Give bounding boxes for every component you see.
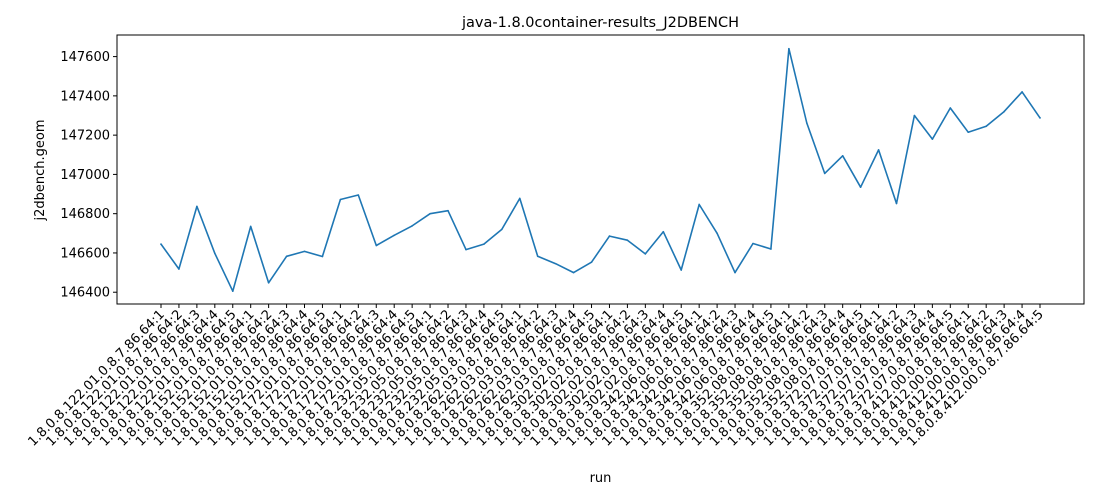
data-point — [1021, 91, 1023, 93]
data-point — [465, 248, 467, 251]
data-point — [483, 243, 485, 245]
data-point — [877, 149, 880, 151]
data-point — [841, 154, 844, 157]
data-point — [393, 234, 396, 237]
data-point — [249, 225, 252, 228]
data-point — [913, 114, 916, 117]
data-point — [967, 131, 970, 133]
x-axis-label: run — [590, 471, 612, 486]
data-point — [231, 290, 234, 293]
data-point — [608, 235, 611, 237]
data-point — [680, 269, 683, 271]
y-tick-label: 146400 — [60, 286, 110, 301]
data-point — [590, 261, 593, 263]
data-point — [931, 138, 934, 140]
data-point — [321, 255, 324, 258]
y-tick-label: 146600 — [60, 246, 110, 261]
y-tick-label: 147200 — [60, 129, 110, 144]
data-point — [626, 239, 629, 241]
x-axis-ticks: 1.8.0.8.122.01.0.8.7.86.64:11.8.0.8.122.… — [25, 304, 1047, 450]
data-point — [644, 253, 647, 255]
chart-title: java-1.8.0container-results_J2DBENCH — [461, 15, 739, 31]
data-point — [339, 198, 342, 201]
data-point — [518, 197, 521, 200]
data-point — [501, 228, 503, 231]
data-point — [788, 47, 790, 50]
data-point — [411, 225, 413, 227]
y-axis-ticks: 146400 146600 146800 147000 147200 147400 1476… — [60, 50, 117, 301]
data-point — [985, 125, 987, 128]
data-point — [572, 271, 575, 274]
data-point — [536, 255, 539, 258]
series-line — [160, 47, 1041, 292]
data-point — [770, 248, 772, 250]
data-point — [662, 230, 665, 233]
data-point — [160, 243, 162, 245]
data-point — [303, 250, 306, 253]
y-axis-label: j2dbench.geom — [33, 119, 48, 221]
data-point — [214, 252, 216, 255]
data-point — [859, 186, 862, 188]
data-point — [823, 172, 826, 175]
y-tick-label: 146800 — [60, 207, 110, 222]
data-point — [178, 268, 180, 270]
data-point — [357, 194, 360, 196]
data-point — [267, 281, 270, 284]
data-point — [949, 107, 952, 109]
y-tick-label: 147000 — [60, 168, 110, 183]
data-point — [375, 244, 378, 247]
data-point — [196, 205, 198, 208]
data-point — [698, 203, 700, 206]
data-point — [805, 122, 808, 124]
data-point — [1039, 117, 1041, 119]
data-point — [716, 232, 718, 235]
plot-frame — [116, 34, 1085, 305]
data-point — [734, 271, 736, 274]
data-point — [285, 255, 288, 258]
y-tick-label: 147400 — [60, 89, 110, 104]
data-point — [447, 209, 449, 212]
data-point — [554, 262, 557, 265]
data-point — [1003, 110, 1005, 113]
data-point — [752, 242, 754, 245]
y-tick-label: 147600 — [60, 50, 110, 65]
data-point — [429, 212, 431, 215]
data-point — [895, 202, 898, 205]
